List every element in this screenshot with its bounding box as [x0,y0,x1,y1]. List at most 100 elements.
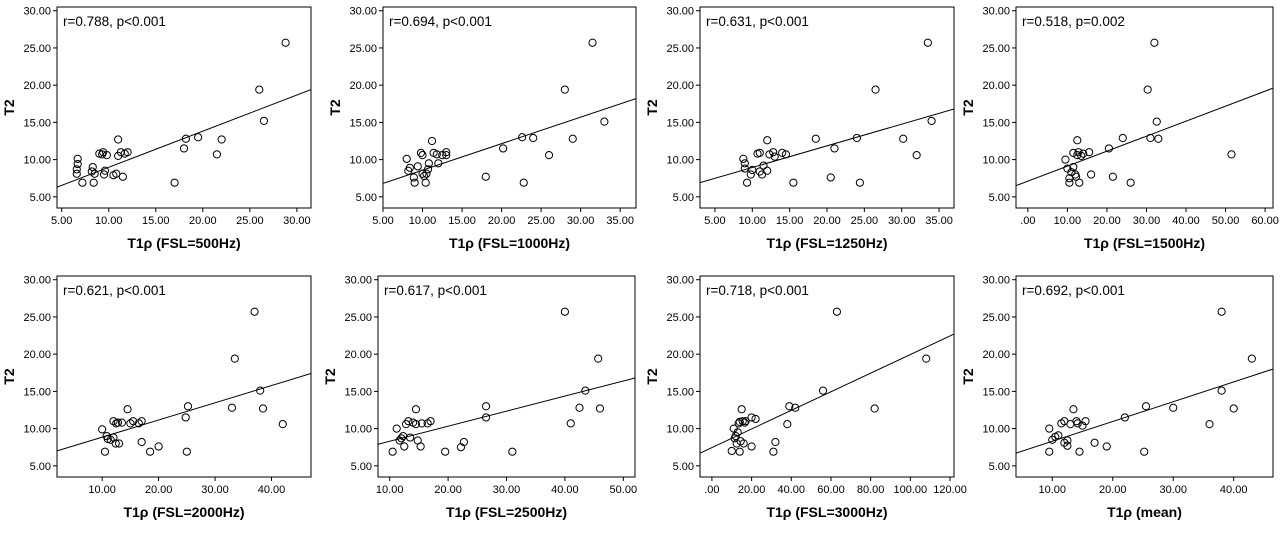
y-tick-label: 20.00 [23,80,51,92]
data-point [1069,162,1078,172]
x-tick-label: 60.00 [817,484,845,496]
data-point [73,159,82,169]
x-tick-label: 20.00 [488,215,516,227]
x-tick-label: 100.00 [894,484,928,496]
data-point [912,151,921,160]
y-tick-label: 30.00 [982,6,1010,18]
plot-frame [56,275,312,478]
y-tick-label: 30.00 [23,6,51,18]
data-point [418,151,427,160]
y-tick-label: 25.00 [349,43,377,55]
x-tick-label: 25.00 [851,215,879,227]
y-tick-label: 10.00 [344,424,372,436]
data-point [410,178,419,187]
data-point [426,417,435,426]
data-point [1120,413,1129,422]
data-point [411,405,421,414]
data-point [923,38,932,47]
y-tick-label: 20.00 [344,349,372,361]
data-point [409,173,418,182]
data-point [1072,417,1081,426]
scatter-panel-5: 5.00 10.00 15.00 20.00 25.00 30.00 10.00 20.00 3… [1,275,312,520]
data-point [1077,151,1086,160]
data-point [227,403,237,412]
data-point [417,419,426,428]
x-tick-label: 35.00 [606,215,634,227]
y-tick-label: 5.00 [989,192,1010,204]
x-tick-label: 20.00 [145,484,173,496]
y-axis-label: T2 [644,368,660,385]
data-point [770,152,779,161]
data-point [575,403,584,412]
correlation-annotation: r=0.617, p<0.001 [384,283,487,298]
data-point [1045,424,1054,433]
data-point [789,178,798,187]
data-point [250,307,259,316]
y-tick-label: 25.00 [23,312,51,324]
x-tick-label: 20.00 [1093,215,1121,227]
y-axis-label: T2 [327,99,343,116]
data-point [181,413,190,422]
data-point [102,151,111,160]
fit-line [383,98,636,184]
data-point [1085,148,1094,157]
x-tick-label: 35.00 [925,215,953,227]
data-point [1152,117,1161,126]
data-point [1073,419,1082,428]
x-tick-label: 10.00 [95,215,123,227]
data-point [442,151,451,160]
data-point [255,85,264,94]
data-point [278,420,287,429]
data-point [1154,134,1163,143]
data-point [1229,404,1238,413]
data-point [1063,436,1072,445]
x-tick-label: 20.00 [738,484,766,496]
data-point [117,418,127,427]
y-tick-label: 5.00 [30,192,51,204]
data-point [1067,168,1076,177]
data-point [230,354,239,363]
data-point [1126,178,1135,187]
x-tick-label: 20.00 [1099,484,1127,496]
data-point [217,135,226,144]
data-point [392,424,401,433]
data-point [182,447,191,456]
x-tick-label: 30.00 [888,215,916,227]
correlation-annotation: r=0.621, p<0.001 [63,283,166,298]
correlation-annotation: r=0.692, p<0.001 [1022,283,1125,298]
y-tick-label: 20.00 [349,80,377,92]
data-point [747,413,756,422]
scatter-panel-1: 5.00 10.00 15.00 20.00 25.00 30.00 5.00 10.00 15… [1,6,312,251]
y-tick-label: 20.00 [982,349,1010,361]
data-point [1227,150,1236,159]
x-tick-label: .00 [704,484,719,496]
data-point [1061,155,1070,164]
plot-frame [56,6,312,209]
data-point [481,172,490,181]
data-point [111,439,120,448]
data-point [742,178,752,187]
data-point [256,386,265,395]
data-point [740,418,749,427]
data-point [1079,149,1088,158]
data-point [519,178,528,187]
y-tick-label: 15.00 [23,386,51,398]
data-point [1143,85,1152,94]
x-tick-label: 30.00 [283,215,311,227]
fit-line [57,373,311,452]
data-point [1069,148,1078,158]
y-tick-label: 30.00 [23,275,51,287]
y-tick-label: 20.00 [666,349,694,361]
x-tick-label: 10.00 [409,215,437,227]
x-tick-label: 30.00 [1159,484,1187,496]
data-point [434,159,443,168]
data-point [194,133,203,142]
data-point [740,164,749,173]
data-point [1045,447,1054,456]
y-tick-label: 10.00 [23,424,51,436]
data-point [100,166,110,175]
y-tick-label: 25.00 [666,312,694,324]
data-point [1205,420,1214,429]
data-point [418,169,427,178]
